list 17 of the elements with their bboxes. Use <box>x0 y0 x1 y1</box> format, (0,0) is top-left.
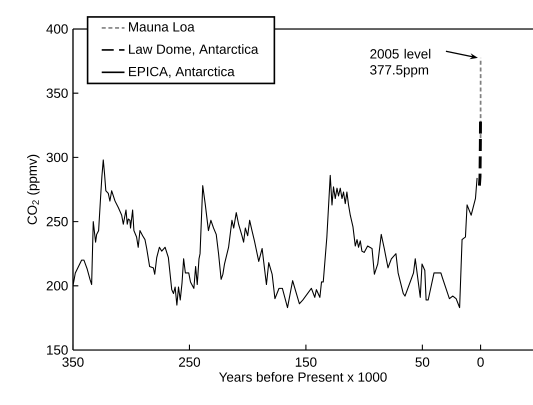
y-tick-label: 200 <box>46 281 68 291</box>
y-tick-label: 300 <box>46 152 68 162</box>
y-axis-title: CO$_{2}$ (ppmv) <box>27 154 40 224</box>
legend-label: Law Dome, Antarctica <box>129 44 258 56</box>
x-tick-label: 0 <box>477 357 484 367</box>
legend-label: Mauna Loa <box>129 22 195 32</box>
x-tick-label: 150 <box>296 357 317 367</box>
x-axis-title: Years before Present x 1000 <box>219 372 387 382</box>
y-tick-label: 250 <box>46 216 68 226</box>
y-tick-label: 350 <box>46 88 68 98</box>
x-tick-label: 50 <box>415 357 430 367</box>
x-tick-label: 250 <box>178 357 200 367</box>
annotation: 2005 level 377.5ppm <box>370 48 430 78</box>
legend-label: EPICA, Antarctica <box>129 66 235 78</box>
y-tick-label: 400 <box>46 24 68 34</box>
y-tick-label: 150 <box>47 345 68 355</box>
x-tick-label: 350 <box>62 357 84 367</box>
